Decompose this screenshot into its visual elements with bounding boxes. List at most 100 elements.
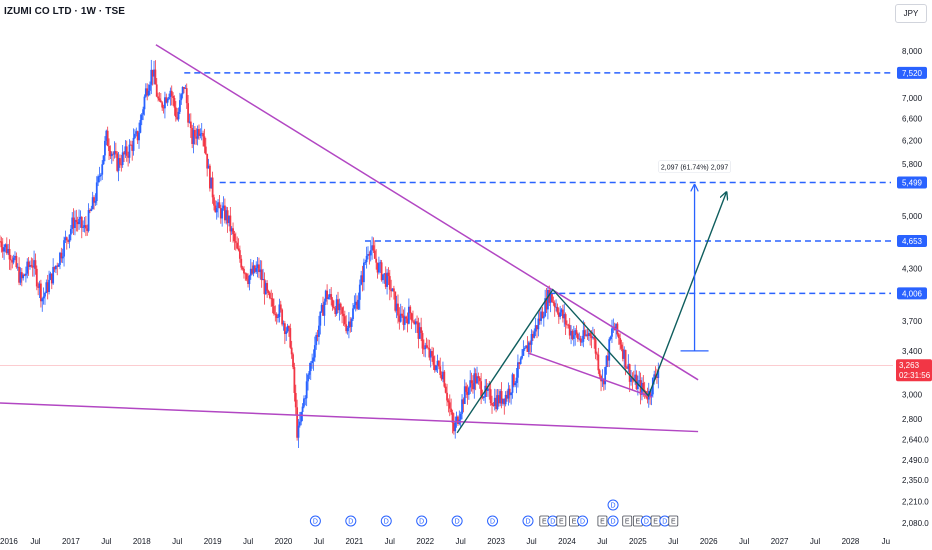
- candle-body: [570, 330, 572, 336]
- candle-body: [61, 256, 64, 259]
- candle-body: [106, 130, 109, 146]
- candle-body: [443, 371, 446, 387]
- candle-body: [12, 257, 15, 263]
- candle-body: [376, 262, 379, 273]
- candle-body: [331, 299, 334, 307]
- candle-body: [507, 388, 510, 399]
- candle-body: [42, 296, 45, 299]
- candle-body: [127, 155, 130, 158]
- candle-body: [500, 391, 503, 404]
- candle-body: [480, 381, 483, 397]
- candle-body: [252, 265, 255, 274]
- candle-body: [450, 408, 453, 413]
- candle-body: [34, 260, 37, 269]
- candle-body: [286, 326, 289, 332]
- candle-body: [245, 273, 248, 280]
- candle-body: [311, 360, 314, 364]
- candle-body: [323, 301, 326, 316]
- candle-body: [540, 311, 542, 321]
- candle-body: [150, 69, 153, 85]
- candle-body: [583, 330, 586, 336]
- candle-body: [158, 98, 161, 101]
- candle-body: [230, 228, 233, 232]
- candle-body: [275, 314, 278, 318]
- candle-body: [1, 247, 4, 252]
- candle-body: [168, 97, 170, 100]
- candle-body: [274, 313, 277, 315]
- y-tick-label: 5,000: [902, 212, 923, 221]
- candle-body: [297, 425, 300, 438]
- candle-body: [386, 272, 388, 287]
- candle-body: [506, 394, 508, 399]
- candle-body: [406, 318, 409, 324]
- candle-body: [541, 311, 544, 319]
- candle-body: [39, 283, 42, 302]
- candle-body: [383, 273, 386, 275]
- y-tick-label: 7,000: [902, 94, 923, 103]
- measure-label-box: [658, 160, 731, 173]
- x-tick-label: 2025: [629, 537, 647, 546]
- candle-body: [110, 153, 113, 157]
- candle-body: [533, 331, 536, 338]
- candle-body: [64, 237, 67, 241]
- candle-body: [401, 313, 403, 316]
- candle-body: [26, 261, 29, 274]
- candle-body: [602, 379, 605, 385]
- candle-body: [194, 130, 196, 137]
- candle-body: [491, 403, 493, 406]
- candle-body: [492, 405, 495, 406]
- candle-body: [429, 351, 432, 358]
- candle-body: [298, 421, 301, 426]
- candle-body: [259, 269, 262, 273]
- candle-body: [649, 391, 652, 397]
- candle-body: [463, 386, 466, 405]
- candle-body: [282, 323, 285, 325]
- candle-body: [139, 120, 142, 133]
- candle-body: [228, 215, 230, 224]
- candle-body: [218, 202, 221, 209]
- candle-body: [196, 129, 199, 139]
- level-badge: [897, 176, 927, 189]
- candle-body: [283, 323, 286, 334]
- candle-body: [621, 348, 624, 359]
- candle-body: [161, 102, 164, 108]
- candle-body: [474, 373, 477, 384]
- y-tick-label: 2,640.0: [902, 435, 929, 444]
- candle-body: [211, 177, 214, 198]
- candle-body: [532, 333, 534, 338]
- candle-body: [38, 283, 41, 288]
- currency-button[interactable]: JPY: [895, 4, 927, 23]
- earnings-label: E: [559, 519, 564, 526]
- candle-body: [248, 275, 251, 285]
- candle-body: [409, 306, 412, 314]
- candle-body: [72, 217, 75, 229]
- candle-body: [403, 316, 406, 325]
- candle-body: [578, 338, 581, 340]
- candle-body: [20, 272, 23, 279]
- dividend-label: D: [490, 519, 495, 526]
- candle-body: [322, 304, 324, 316]
- candle-body: [222, 205, 225, 209]
- candle-body: [181, 86, 184, 95]
- candle-body: [69, 228, 72, 235]
- y-tick-label: 3,700: [902, 317, 923, 326]
- candle-body: [226, 210, 229, 224]
- candle-body: [210, 177, 213, 189]
- candle-body: [108, 145, 110, 151]
- candle-body: [270, 298, 273, 299]
- y-tick-label: 8,000: [902, 47, 923, 56]
- measure-label: 2,097 (61.74%) 2,097: [661, 165, 728, 172]
- candle-body: [3, 247, 5, 252]
- candle-body: [328, 294, 331, 298]
- candle-body: [630, 378, 632, 382]
- candle-body: [525, 345, 527, 349]
- candle-body: [582, 330, 585, 342]
- candle-body: [95, 182, 98, 201]
- candle-body: [548, 289, 551, 303]
- candle-body: [360, 275, 363, 285]
- candle-body: [560, 309, 563, 313]
- candle-body: [504, 394, 507, 405]
- candle-body: [89, 210, 91, 211]
